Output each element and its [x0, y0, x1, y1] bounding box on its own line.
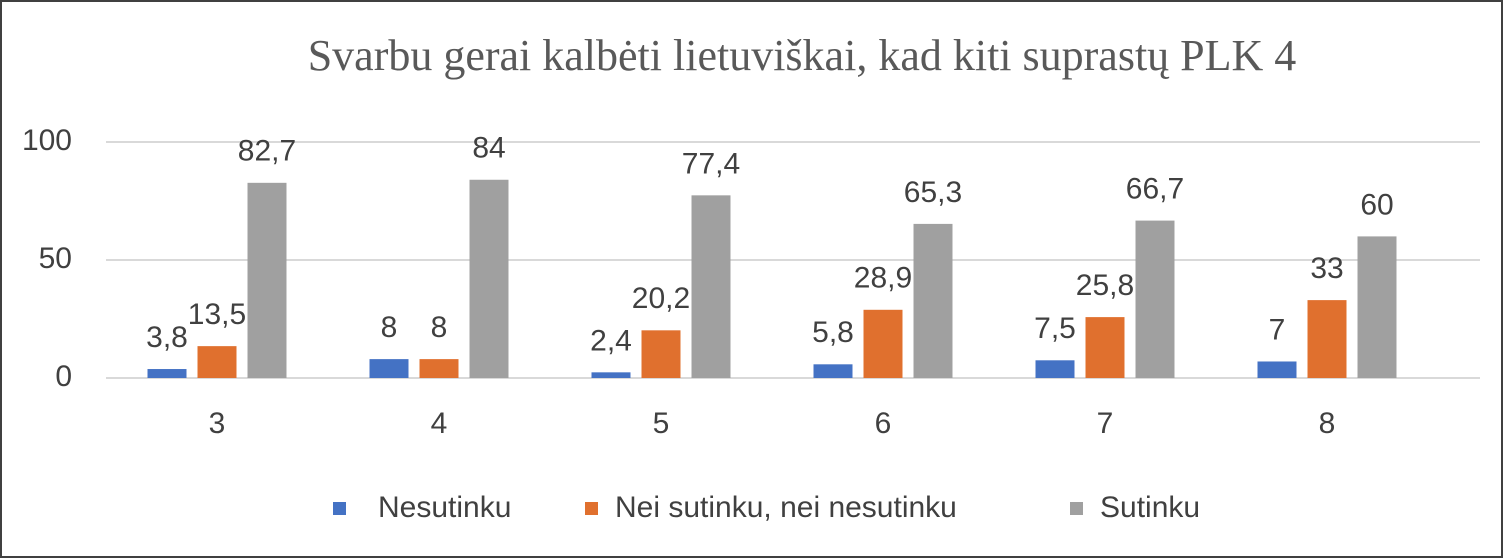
bar [419, 359, 459, 378]
data-label: 8 [381, 311, 398, 344]
bar [691, 195, 731, 378]
data-label: 5,8 [812, 316, 854, 349]
bar [147, 369, 187, 378]
bar [591, 372, 631, 378]
y-tick-label: 100 [22, 124, 72, 157]
chart-title: Svarbu gerai kalbėti lietuviškai, kad ki… [308, 31, 1297, 80]
data-label: 82,7 [238, 135, 296, 168]
data-label: 8 [431, 311, 448, 344]
x-tick-label: 7 [1097, 407, 1114, 440]
data-label: 25,8 [1076, 269, 1134, 302]
data-label: 33 [1310, 252, 1343, 285]
data-label: 60 [1360, 188, 1393, 221]
data-label: 20,2 [632, 282, 690, 315]
bar [469, 179, 509, 378]
data-label: 65,3 [904, 176, 962, 209]
bar [369, 359, 409, 378]
data-label: 7 [1269, 313, 1286, 346]
bar [863, 309, 903, 378]
data-label: 13,5 [188, 298, 246, 331]
legend-swatch [585, 502, 598, 515]
data-label: 77,4 [682, 147, 740, 180]
legend-label: Nesutinku [378, 491, 511, 524]
bar [197, 346, 237, 378]
data-label: 3,8 [146, 321, 188, 354]
bar [641, 330, 681, 378]
y-tick-label: 50 [39, 242, 72, 275]
data-label: 2,4 [590, 324, 632, 357]
data-label: 28,9 [854, 262, 912, 295]
legend-label: Sutinku [1100, 491, 1200, 524]
x-tick-label: 4 [431, 407, 448, 440]
bar [913, 223, 953, 378]
y-tick-label: 0 [55, 360, 72, 393]
x-tick-label: 5 [653, 407, 670, 440]
bar [247, 182, 287, 378]
legend-swatch [333, 502, 346, 515]
bar [813, 364, 853, 378]
legend-swatch [1070, 502, 1083, 515]
x-tick-label: 3 [209, 407, 226, 440]
bar [1307, 300, 1347, 378]
bar [1357, 236, 1397, 378]
data-label: 66,7 [1126, 173, 1184, 206]
bar [1135, 220, 1175, 378]
data-label: 7,5 [1034, 312, 1076, 345]
x-tick-label: 6 [875, 407, 892, 440]
legend-label: Nei sutinku, nei nesutinku [615, 491, 957, 524]
bar [1257, 361, 1297, 378]
bar [1085, 317, 1125, 378]
bar [1035, 360, 1075, 378]
data-label: 84 [472, 132, 505, 165]
x-tick-label: 8 [1319, 407, 1336, 440]
